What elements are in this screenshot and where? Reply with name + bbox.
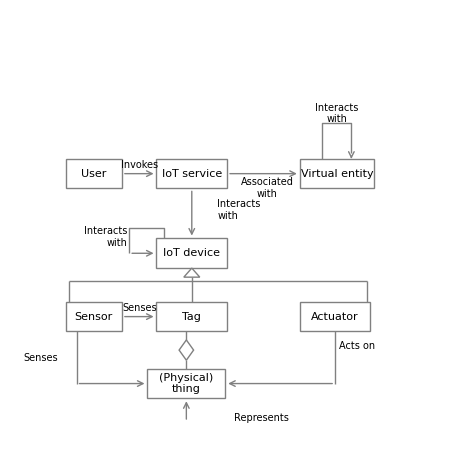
Text: Senses: Senses xyxy=(24,352,58,362)
Text: Sensor: Sensor xyxy=(75,312,113,321)
Text: Interacts
with: Interacts with xyxy=(217,199,261,220)
Text: Invokes: Invokes xyxy=(121,160,158,170)
Bar xyxy=(156,302,227,331)
Text: Virtual entity: Virtual entity xyxy=(300,169,373,179)
Bar xyxy=(300,159,374,188)
Text: IoT device: IoT device xyxy=(163,248,220,259)
Text: IoT service: IoT service xyxy=(161,169,222,179)
Text: Senses: Senses xyxy=(122,303,156,313)
Text: Tag: Tag xyxy=(183,312,201,321)
Text: Represents: Represents xyxy=(234,413,288,423)
Polygon shape xyxy=(184,268,200,277)
Bar xyxy=(66,159,122,188)
Bar xyxy=(156,238,227,268)
Text: Actuator: Actuator xyxy=(311,312,359,321)
Text: User: User xyxy=(81,169,107,179)
Bar xyxy=(156,159,227,188)
Bar xyxy=(147,369,226,399)
Bar xyxy=(66,302,122,331)
Text: Associated
with: Associated with xyxy=(241,177,293,199)
Bar xyxy=(300,302,371,331)
Text: Acts on: Acts on xyxy=(339,341,375,351)
Text: (Physical)
thing: (Physical) thing xyxy=(159,373,213,394)
Text: Interacts
with: Interacts with xyxy=(84,226,127,248)
Text: Interacts
with: Interacts with xyxy=(315,103,358,125)
Polygon shape xyxy=(179,340,194,360)
